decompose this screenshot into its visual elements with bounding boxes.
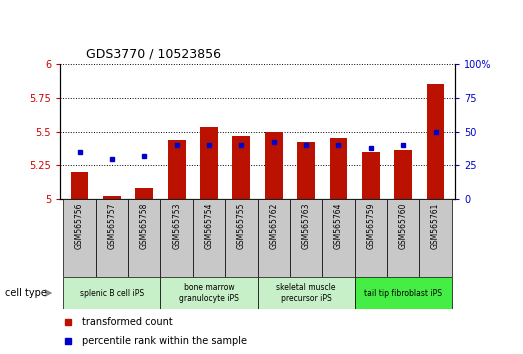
Bar [161, 277, 258, 309]
Bar [63, 277, 161, 309]
Text: bone marrow
granulocyte iPS: bone marrow granulocyte iPS [179, 283, 239, 303]
Text: GSM565753: GSM565753 [172, 203, 181, 250]
Text: tail tip fibroblast iPS: tail tip fibroblast iPS [364, 289, 442, 297]
Bar [168, 139, 186, 199]
Text: splenic B cell iPS: splenic B cell iPS [80, 289, 144, 297]
Text: GSM565761: GSM565761 [431, 203, 440, 249]
Text: GSM565756: GSM565756 [75, 203, 84, 250]
Text: GSM565758: GSM565758 [140, 203, 149, 249]
Bar [355, 277, 452, 309]
Text: GSM565762: GSM565762 [269, 203, 278, 249]
Bar [96, 199, 128, 277]
Bar [135, 188, 153, 199]
Text: skeletal muscle
precursor iPS: skeletal muscle precursor iPS [276, 283, 336, 303]
Bar [103, 196, 121, 199]
Bar [355, 199, 387, 277]
Bar [193, 199, 225, 277]
Bar [362, 152, 380, 199]
Text: GDS3770 / 10523856: GDS3770 / 10523856 [86, 47, 221, 61]
Text: transformed count: transformed count [82, 316, 173, 327]
Text: GSM565754: GSM565754 [204, 203, 213, 250]
Bar [257, 199, 290, 277]
Bar [419, 199, 452, 277]
Bar [427, 84, 445, 199]
Text: GSM565763: GSM565763 [302, 203, 311, 250]
Bar [71, 172, 88, 199]
Text: GSM565764: GSM565764 [334, 203, 343, 250]
Bar [257, 277, 355, 309]
Bar [290, 199, 322, 277]
Bar [233, 136, 251, 199]
Text: GSM565755: GSM565755 [237, 203, 246, 250]
Bar [329, 138, 347, 199]
Bar [225, 199, 258, 277]
Bar [265, 131, 282, 199]
Text: percentile rank within the sample: percentile rank within the sample [82, 336, 247, 347]
Bar [161, 199, 193, 277]
Bar [63, 199, 96, 277]
Bar [200, 127, 218, 199]
Text: GSM565757: GSM565757 [107, 203, 117, 250]
Bar [322, 199, 355, 277]
Text: GSM565760: GSM565760 [399, 203, 408, 250]
Bar [387, 199, 419, 277]
Bar [128, 199, 161, 277]
Text: cell type: cell type [5, 288, 47, 298]
Text: GSM565759: GSM565759 [366, 203, 376, 250]
Bar [394, 150, 412, 199]
Bar [297, 142, 315, 199]
